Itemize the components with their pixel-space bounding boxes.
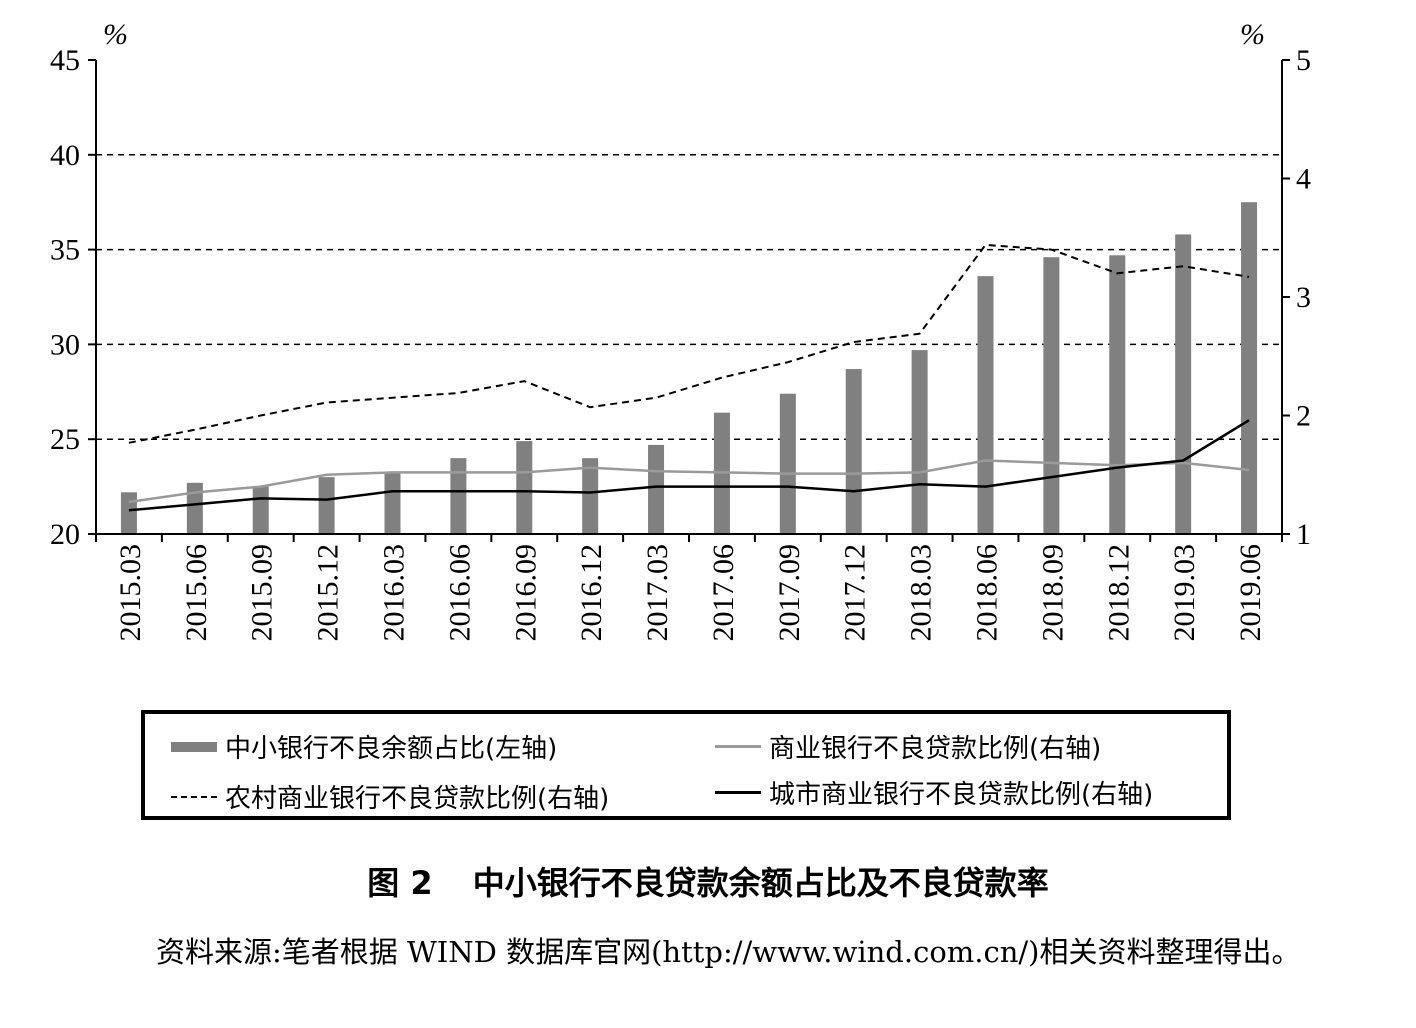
figure-title: 中小银行不良贷款余额占比及不良贷款率 <box>472 864 1049 902</box>
x-tick-label: 2015.03 <box>114 544 147 642</box>
bar <box>186 482 203 534</box>
series-line <box>128 419 1250 512</box>
left-tick-label: 35 <box>50 234 80 267</box>
bar <box>450 458 467 534</box>
x-tick-label: 2018.03 <box>905 544 938 642</box>
figure-caption: 图 2 中小银行不良贷款余额占比及不良贷款率 <box>0 858 1416 904</box>
x-tick-label: 2015.06 <box>180 544 213 642</box>
legend-swatch-bar <box>171 741 217 752</box>
x-tick-label: 2017.09 <box>773 544 806 642</box>
left-tick-label: 45 <box>50 44 80 77</box>
x-tick-label: 2017.03 <box>641 544 674 642</box>
x-tick-label: 2016.06 <box>443 544 476 642</box>
axes <box>88 59 1290 542</box>
bar <box>318 477 335 534</box>
legend-item-rural: 农村商业银行不良贷款比例(右轴) <box>171 778 609 815</box>
right-tick-label: 2 <box>1296 400 1311 433</box>
bar <box>977 276 994 534</box>
x-tick-label: 2019.06 <box>1234 544 1267 642</box>
legend-swatch-dashed-line <box>171 795 217 798</box>
bar-series <box>120 202 1258 534</box>
right-tick-label: 1 <box>1296 518 1311 551</box>
right-tick-label: 4 <box>1296 163 1311 196</box>
legend-item-bar: 中小银行不良余额占比(左轴) <box>171 728 557 765</box>
left-tick-label: 30 <box>50 328 80 361</box>
x-tick-label: 2015.12 <box>312 544 345 642</box>
x-tick-label: 2016.12 <box>575 544 608 642</box>
bar <box>1109 255 1126 534</box>
bar <box>648 444 665 534</box>
x-tick-label: 2016.09 <box>509 544 542 642</box>
legend-label: 城市商业银行不良贷款比例(右轴) <box>769 780 1154 810</box>
bar <box>582 458 599 534</box>
legend-swatch-black-line <box>715 791 761 794</box>
legend: 中小银行不良余额占比(左轴) 商业银行不良贷款比例(右轴) 农村商业银行不良贷款… <box>141 710 1231 820</box>
bar <box>252 486 269 534</box>
left-tick-label: 25 <box>50 423 80 456</box>
legend-label: 农村商业银行不良贷款比例(右轴) <box>225 784 610 814</box>
legend-item-commercial: 商业银行不良贷款比例(右轴) <box>715 728 1101 765</box>
bar <box>1043 257 1060 534</box>
line-series <box>128 243 1250 512</box>
x-tick-label: 2016.03 <box>378 544 411 642</box>
figure-number: 图 2 <box>367 864 433 902</box>
bar <box>911 350 928 534</box>
series-line <box>128 459 1250 504</box>
bar <box>1175 234 1192 534</box>
source-note: 资料来源:笔者根据 WIND 数据库官网(http://www.wind.com… <box>156 935 1301 969</box>
legend-item-city: 城市商业银行不良贷款比例(右轴) <box>715 774 1153 811</box>
bar <box>1241 202 1258 534</box>
x-tick-label: 2017.06 <box>707 544 740 642</box>
legend-label: 商业银行不良贷款比例(右轴) <box>769 734 1102 764</box>
x-tick-label: 2018.12 <box>1102 544 1135 642</box>
bar <box>516 441 533 534</box>
right-tick-label: 3 <box>1296 281 1311 314</box>
left-tick-label: 20 <box>50 518 80 551</box>
legend-label: 中小银行不良余额占比(左轴) <box>225 734 558 764</box>
right-axis-unit: % <box>1240 18 1265 51</box>
gridlines <box>96 154 1282 440</box>
x-tick-label: 2015.09 <box>246 544 279 642</box>
bar <box>384 473 401 534</box>
legend-swatch-gray-line <box>715 745 761 748</box>
left-axis-unit: % <box>103 18 128 51</box>
bar <box>120 492 137 534</box>
bar <box>779 393 796 534</box>
right-tick-label: 5 <box>1296 44 1311 77</box>
bar <box>845 369 862 534</box>
left-tick-label: 40 <box>50 139 80 172</box>
x-tick-label: 2019.03 <box>1168 544 1201 642</box>
series-line <box>128 243 1250 444</box>
x-tick-label: 2017.12 <box>839 544 872 642</box>
x-tick-label: 2018.09 <box>1036 544 1069 642</box>
x-tick-label: 2018.06 <box>971 544 1004 642</box>
